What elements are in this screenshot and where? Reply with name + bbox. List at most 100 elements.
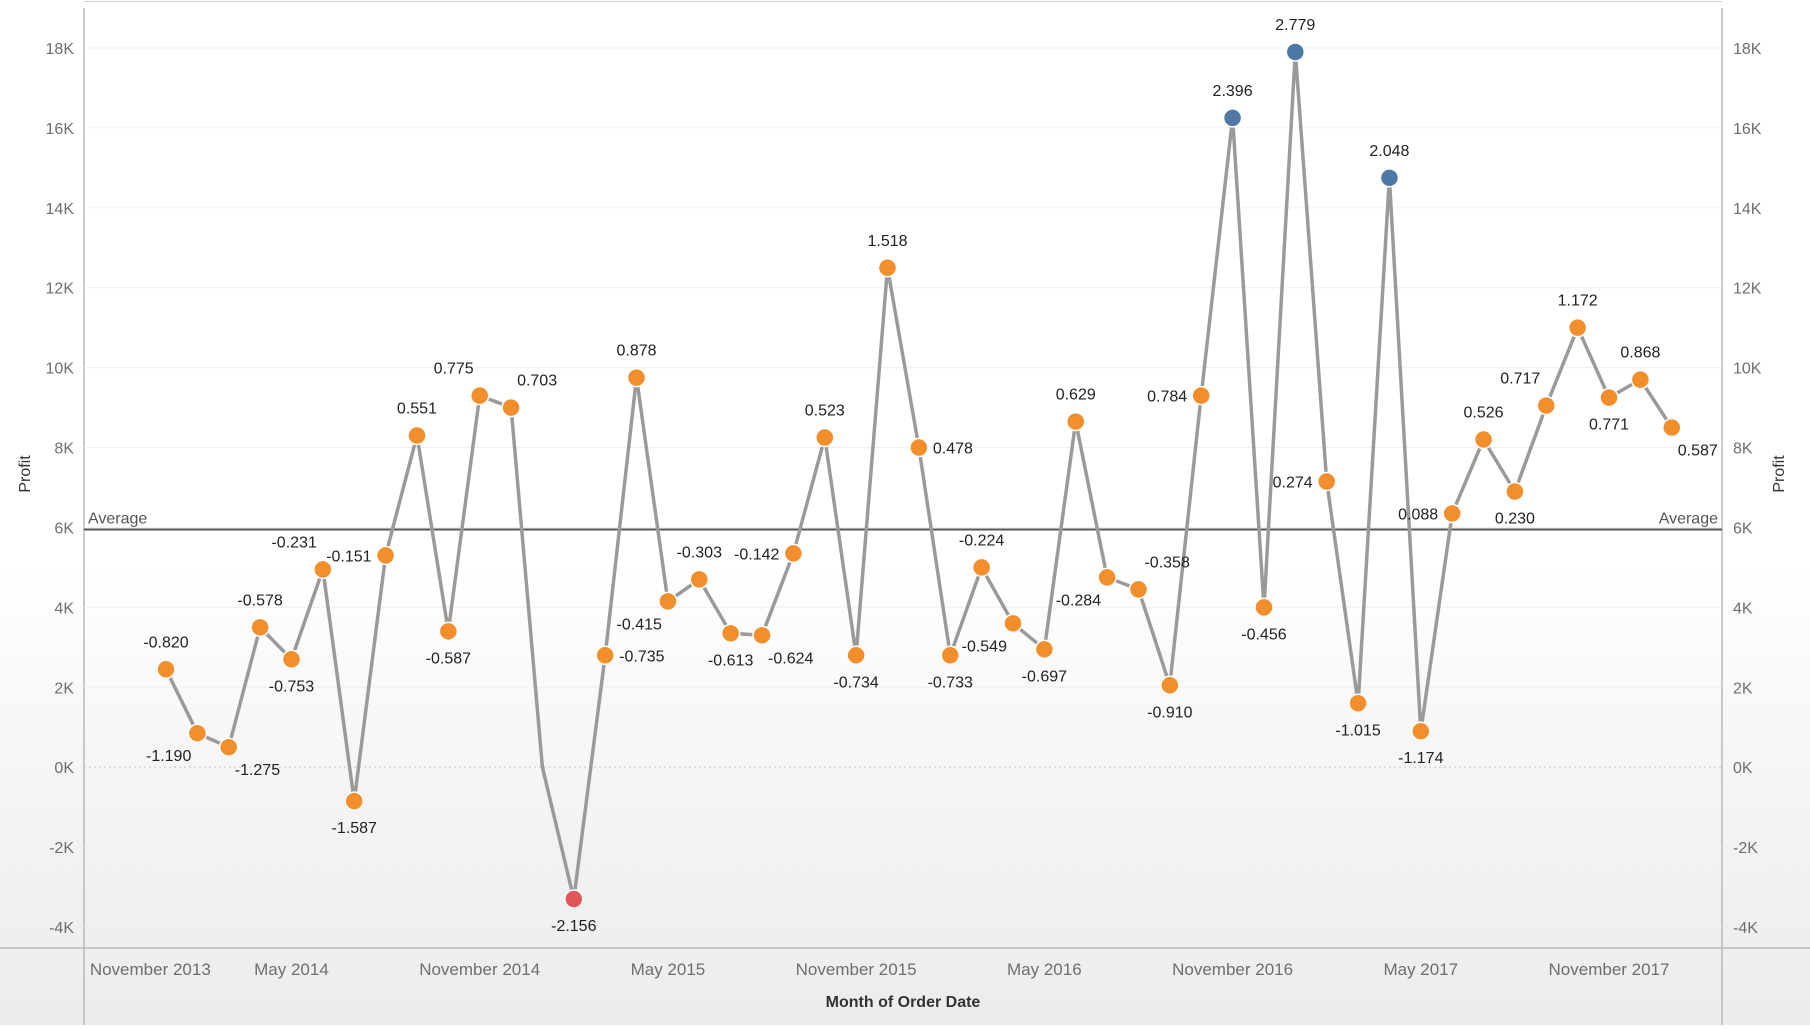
x-tick-label: May 2017 bbox=[1383, 960, 1458, 979]
data-label: -0.303 bbox=[677, 544, 722, 561]
average-reference-line: Average Average bbox=[84, 510, 1722, 531]
data-point bbox=[1505, 481, 1525, 502]
y-tick-label-right: -2K bbox=[1733, 840, 1758, 857]
point-labels: -0.820 -1.190 -1.275 -0.578 -0.753 -0.231 -1.5… bbox=[143, 17, 1718, 935]
data-label: -0.142 bbox=[734, 546, 779, 563]
y-tick-label-right: -4K bbox=[1733, 920, 1758, 937]
axes: Profit Profit Month of Order Date -4K -4K… bbox=[17, 41, 1788, 1011]
data-label: 0.274 bbox=[1273, 475, 1313, 492]
data-point bbox=[909, 437, 929, 458]
data-point bbox=[1128, 579, 1149, 600]
y-tick-label-left: 14K bbox=[46, 201, 75, 218]
y-tick-label-left: 6K bbox=[54, 520, 74, 537]
data-label: -0.820 bbox=[143, 634, 188, 651]
data-label: -0.415 bbox=[617, 616, 662, 633]
y-tick-label-right: 18K bbox=[1733, 41, 1762, 58]
data-point bbox=[1160, 675, 1180, 696]
data-label: -2.156 bbox=[551, 918, 596, 935]
data-label: -0.624 bbox=[768, 650, 813, 667]
data-label: 0.703 bbox=[517, 373, 557, 390]
data-label: -0.753 bbox=[269, 678, 314, 695]
data-label: 1.518 bbox=[867, 233, 907, 250]
data-point bbox=[156, 659, 176, 680]
y-axis-title-right: Profit bbox=[1771, 455, 1788, 493]
data-label: -1.587 bbox=[332, 820, 377, 837]
data-point bbox=[1536, 395, 1557, 416]
data-point bbox=[564, 889, 584, 909]
data-label: 0.551 bbox=[397, 401, 437, 418]
average-label-right: Average bbox=[1659, 510, 1718, 527]
y-tick-label-right: 4K bbox=[1733, 600, 1753, 617]
y-tick-label-left: 18K bbox=[46, 41, 75, 58]
data-label: 0.523 bbox=[805, 403, 845, 420]
data-label: -0.456 bbox=[1241, 626, 1286, 643]
data-point bbox=[1411, 721, 1431, 741]
y-tick-label-right: 6K bbox=[1733, 520, 1753, 537]
x-tick-label: November 2017 bbox=[1549, 960, 1670, 979]
y-tick-label-left: 8K bbox=[54, 441, 74, 458]
data-point bbox=[469, 385, 490, 406]
y-axis-title-left: Profit bbox=[17, 455, 34, 493]
data-label: 0.878 bbox=[617, 343, 657, 360]
data-point bbox=[187, 723, 208, 743]
data-label: -0.613 bbox=[708, 652, 753, 669]
data-point bbox=[1316, 471, 1337, 492]
data-point bbox=[313, 559, 333, 580]
y-tick-label-left: 0K bbox=[54, 760, 74, 777]
data-point bbox=[658, 591, 678, 612]
data-point bbox=[375, 545, 396, 566]
data-point bbox=[1599, 387, 1619, 408]
data-point bbox=[846, 645, 866, 666]
data-point bbox=[407, 425, 427, 446]
data-label: -0.284 bbox=[1056, 592, 1101, 609]
data-label: 0.629 bbox=[1056, 387, 1096, 404]
data-point bbox=[689, 569, 710, 590]
profit-series-line bbox=[164, 50, 1674, 901]
data-label: 2.048 bbox=[1369, 143, 1409, 160]
data-point bbox=[1222, 108, 1243, 128]
x-tick-label: November 2013 bbox=[90, 960, 211, 979]
data-point bbox=[1630, 369, 1651, 390]
average-label-left: Average bbox=[88, 510, 147, 527]
y-tick-label-left: 2K bbox=[54, 680, 74, 697]
data-point bbox=[1254, 597, 1274, 618]
data-label: -0.910 bbox=[1147, 704, 1192, 721]
data-label: 1.172 bbox=[1558, 293, 1598, 310]
data-point bbox=[1567, 317, 1588, 338]
y-tick-label-left: 12K bbox=[46, 281, 75, 298]
data-label: 0.868 bbox=[1620, 345, 1660, 362]
data-point bbox=[626, 367, 647, 388]
data-label: -0.587 bbox=[426, 650, 471, 667]
data-label: -0.358 bbox=[1144, 554, 1189, 571]
data-label: 0.771 bbox=[1589, 417, 1629, 434]
y-tick-label-right: 2K bbox=[1733, 680, 1753, 697]
x-tick-label: May 2014 bbox=[254, 960, 329, 979]
y-tick-label-right: 10K bbox=[1733, 361, 1762, 378]
series-points bbox=[156, 42, 1682, 909]
data-point bbox=[877, 258, 898, 278]
data-label: -1.174 bbox=[1398, 750, 1443, 767]
x-tick-label: November 2016 bbox=[1172, 960, 1293, 979]
x-axis-title: Month of Order Date bbox=[826, 994, 981, 1011]
data-point bbox=[783, 543, 804, 564]
data-label: 0.587 bbox=[1678, 443, 1718, 460]
data-point bbox=[1662, 417, 1682, 438]
data-point bbox=[1003, 613, 1023, 634]
x-tick-label: November 2014 bbox=[419, 960, 540, 979]
series-line bbox=[164, 50, 1674, 901]
data-label: 0.526 bbox=[1464, 405, 1504, 422]
y-tick-label-right: 16K bbox=[1733, 121, 1762, 138]
data-point bbox=[438, 621, 459, 642]
y-tick-label-left: 10K bbox=[46, 361, 75, 378]
y-tick-label-right: 0K bbox=[1733, 760, 1753, 777]
data-point bbox=[250, 617, 270, 638]
data-point bbox=[1379, 168, 1400, 188]
data-label: -0.697 bbox=[1022, 668, 1067, 685]
data-point bbox=[815, 427, 835, 448]
data-label: 0.775 bbox=[434, 361, 474, 378]
data-point bbox=[1348, 693, 1368, 714]
y-tick-label-left: 4K bbox=[54, 600, 74, 617]
x-tick-label: November 2015 bbox=[796, 960, 917, 979]
